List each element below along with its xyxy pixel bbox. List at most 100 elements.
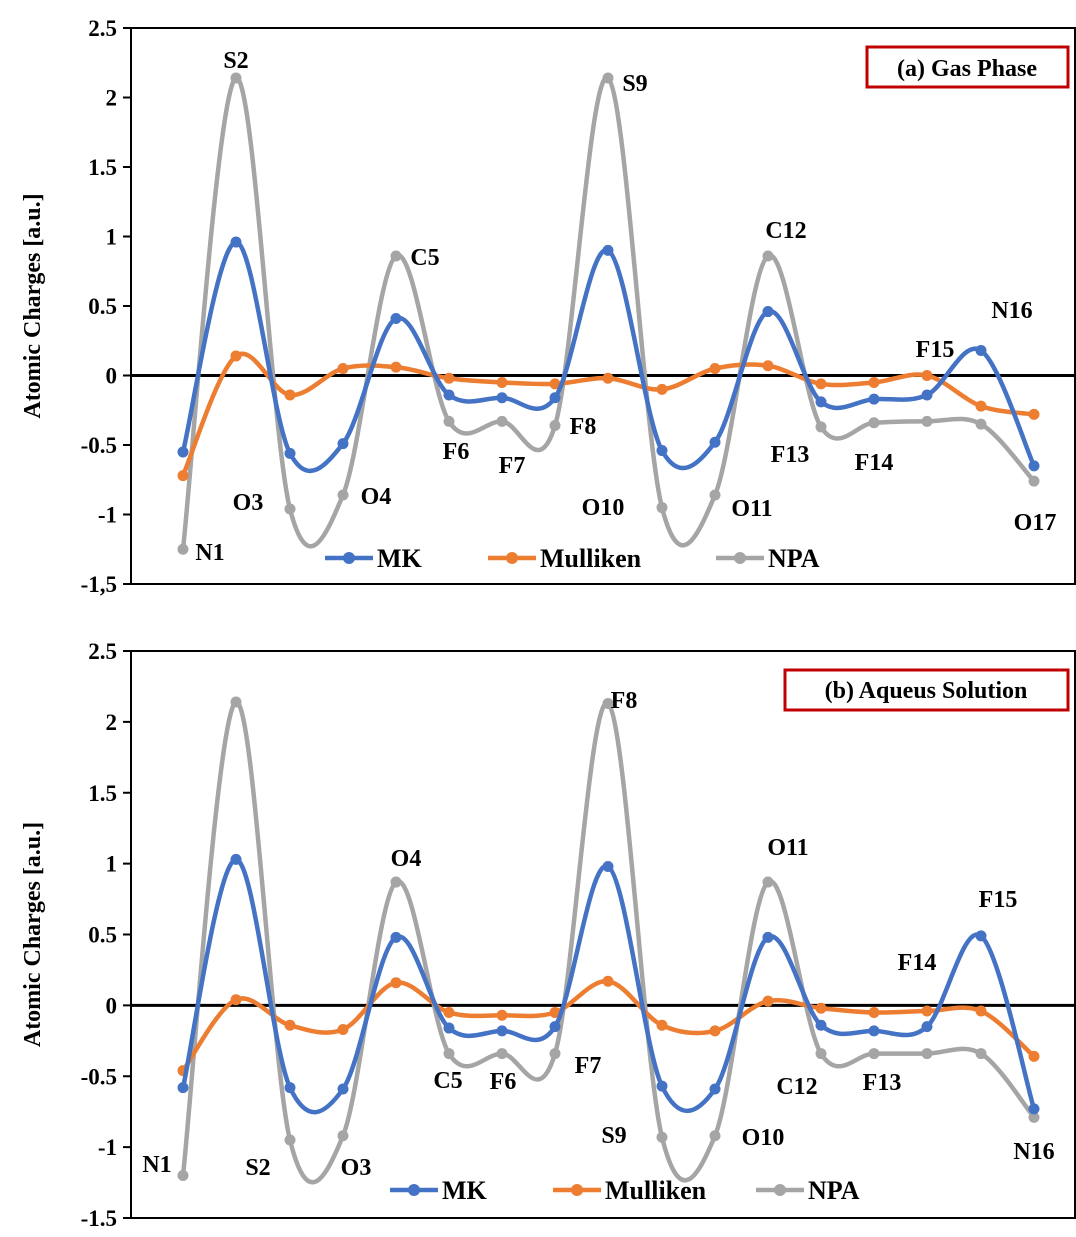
y-tick-label: -1.5 [81, 1206, 117, 1231]
atom-label-o4: O4 [361, 484, 392, 510]
data-point-mulliken-f6 [443, 1006, 455, 1018]
atom-label-o3: O3 [341, 1155, 372, 1181]
data-point-mk-o3 [284, 447, 296, 459]
atom-label-s9: S9 [601, 1123, 626, 1149]
data-point-mulliken-o3 [284, 1019, 296, 1031]
atom-label-f8: F8 [611, 688, 638, 714]
data-point-mk-n16 [975, 344, 987, 356]
data-point-mulliken-f15 [921, 1005, 933, 1017]
data-point-mk-c5 [390, 313, 402, 325]
data-point-mulliken-f7 [496, 376, 508, 388]
atom-label-f15: F15 [979, 887, 1018, 913]
data-point-mulliken-c5 [390, 361, 402, 373]
y-tick-label: 0 [106, 993, 118, 1018]
data-point-mk-f8 [549, 392, 561, 404]
chart-panel-a: 2.5 2 1.5 1 0.5 0 -0.5 -1 -1,5 Atomic Charges [a.… [20, 16, 1076, 597]
legend-label-mk: MK [442, 1176, 488, 1205]
data-point-mk-o11 [709, 436, 721, 448]
data-point-mk-f13 [815, 396, 827, 408]
data-point-mk-f14 [868, 393, 880, 405]
data-point-mulliken-f14 [868, 1006, 880, 1018]
data-point-mk-o4 [337, 1083, 349, 1095]
data-point-mk-o3 [284, 1082, 296, 1094]
data-point-npa-c5 [390, 876, 402, 888]
data-point-mulliken-c5 [390, 977, 402, 989]
y-tick-label: -1 [98, 1135, 117, 1160]
data-point-mulliken-o11 [709, 363, 721, 375]
data-point-mk-s2 [230, 853, 242, 865]
atom-label-n16: N16 [1013, 1139, 1054, 1165]
data-point-npa-n1 [177, 543, 189, 555]
data-point-mulliken-f8 [549, 1006, 561, 1018]
atom-label-s2: S2 [223, 48, 248, 74]
data-point-mk-o10 [656, 1080, 668, 1092]
data-point-npa-c12 [762, 876, 774, 888]
y-tick-label: 0.5 [88, 923, 117, 948]
data-point-mk-f13 [815, 1019, 827, 1031]
y-tick-label: -0.5 [81, 433, 117, 458]
data-point-mulliken-s9 [602, 372, 614, 384]
legend-marker-mk [343, 552, 355, 564]
data-point-npa-o4 [337, 489, 349, 501]
series-line-mulliken [180, 351, 1037, 478]
y-tick-label: -1 [98, 503, 117, 528]
y-tick-label: 0 [106, 364, 118, 389]
panel-title: (b) Aqueus Solution [825, 678, 1028, 704]
legend-label-npa: NPA [808, 1176, 860, 1205]
data-point-npa-s9 [602, 697, 614, 709]
data-point-npa-f13 [815, 1048, 827, 1060]
atom-label-f6: F6 [490, 1069, 517, 1095]
y-tick-label: -0.5 [81, 1064, 117, 1089]
data-point-mk-f15 [921, 1021, 933, 1033]
data-point-npa-s9 [602, 72, 614, 84]
atom-label-o11: O11 [767, 835, 808, 861]
data-point-mk-s9 [602, 860, 614, 872]
atom-label-c5: C5 [410, 245, 439, 271]
data-point-npa-f7 [496, 415, 508, 427]
atom-label-s9: S9 [622, 71, 647, 97]
data-point-mk-s9 [602, 244, 614, 256]
data-point-mulliken-s2 [230, 994, 242, 1006]
data-point-mk-f15 [921, 389, 933, 401]
data-point-mulliken-c12 [762, 360, 774, 372]
data-point-mk-f8 [549, 1021, 561, 1033]
data-point-npa-c12 [762, 250, 774, 262]
data-point-mulliken-f13 [815, 1002, 827, 1014]
atom-label-f7: F7 [499, 453, 526, 479]
atom-label-n16: N16 [991, 298, 1032, 324]
data-point-mk-c5 [390, 931, 402, 943]
data-point-npa-o10 [656, 502, 668, 514]
y-tick-label: 0.5 [88, 294, 117, 319]
data-point-mk-o4 [337, 438, 349, 450]
data-point-mulliken-c12 [762, 995, 774, 1007]
data-point-npa-f7 [496, 1048, 508, 1060]
data-point-npa-c5 [390, 250, 402, 262]
data-point-npa-o11 [709, 1130, 721, 1142]
data-point-npa-o3 [284, 1134, 296, 1146]
legend-label-mulliken: Mulliken [605, 1176, 707, 1205]
legend-marker-mk [408, 1184, 420, 1196]
data-point-mulliken-o3 [284, 389, 296, 401]
data-point-mulliken-n16 [975, 400, 987, 412]
atom-label-f13: F13 [863, 1070, 902, 1096]
legend-label-npa: NPA [768, 544, 820, 573]
atom-label-n1: N1 [195, 540, 224, 566]
y-tick-label: 2 [106, 710, 118, 735]
data-point-npa-f14 [868, 417, 880, 429]
data-point-npa-n16 [975, 1048, 987, 1060]
legend-label-mulliken: Mulliken [540, 544, 642, 573]
data-point-npa-o17 [1028, 475, 1040, 487]
data-point-mk-o11 [709, 1083, 721, 1095]
atom-label-c12: C12 [765, 218, 806, 244]
panel-title-box [865, 45, 1070, 89]
data-point-mulliken-f7 [496, 1009, 508, 1021]
y-tick-label: 2.5 [88, 639, 117, 664]
data-point-mk-n1 [177, 1082, 189, 1094]
data-point-mulliken-s2 [230, 350, 242, 362]
atom-label-f6: F6 [443, 439, 470, 465]
atom-label-c5: C5 [433, 1068, 462, 1094]
data-point-mk-s2 [230, 236, 242, 248]
data-point-mulliken-n16 [975, 1005, 987, 1017]
data-point-mulliken-n1 [177, 470, 189, 482]
data-point-npa-f15 [921, 415, 933, 427]
